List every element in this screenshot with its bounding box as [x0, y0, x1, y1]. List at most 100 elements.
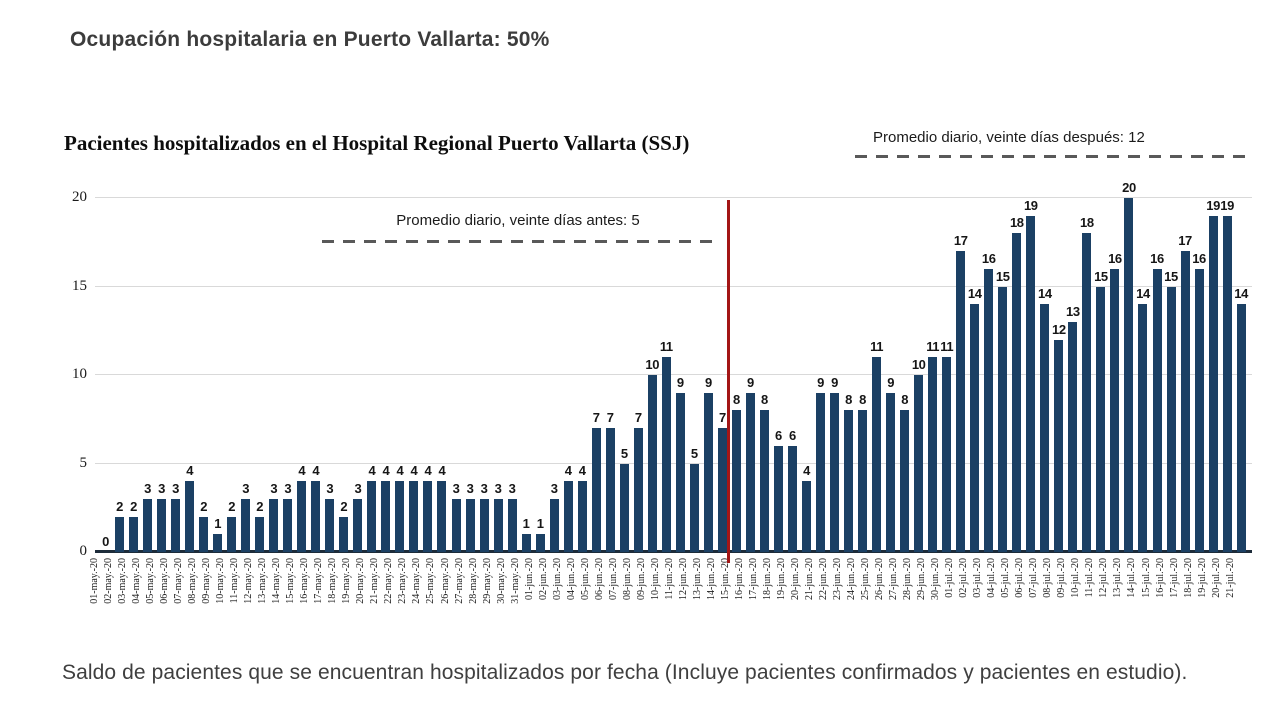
y-axis-tick-label: 10: [72, 366, 87, 382]
bar-value-label: 3: [508, 480, 516, 496]
bar-value-label: 2: [200, 498, 208, 514]
bar-value-label: 4: [424, 463, 432, 479]
bar: [409, 481, 419, 552]
bar-value-label: 5: [690, 445, 698, 461]
x-axis-label: 04-may.-20: [131, 558, 143, 604]
bar: [759, 410, 769, 552]
bar-value-label: 16: [1108, 250, 1122, 266]
bar-value-label: 6: [775, 427, 782, 443]
chart-title: Pacientes hospitalizados en el Hospital …: [64, 131, 690, 155]
bar-value-label: 15: [1094, 268, 1108, 284]
bar-value-label: 3: [284, 480, 292, 496]
x-axis-label: 10-jun.-20: [649, 558, 661, 600]
x-axis-label: 21-jul.-20: [1224, 558, 1236, 598]
bar: [647, 375, 657, 552]
bar: [353, 498, 363, 552]
bar-value-label: 0: [102, 534, 109, 549]
annotation-before-label: Promedio diario, veinte días antes: 5: [396, 212, 640, 229]
bar: [886, 392, 896, 552]
x-axis-label: 18-jul.-20: [1182, 558, 1194, 598]
annotation-before-dashed-line: [322, 240, 714, 243]
bar: [745, 392, 755, 552]
bar-value-label: 19: [1206, 197, 1220, 213]
bar-value-label: 19: [1220, 197, 1234, 213]
gridline: [95, 285, 1252, 287]
bar-value-label: 3: [270, 480, 278, 496]
x-axis-label: 26-may.-20: [439, 558, 451, 604]
bar: [283, 498, 293, 552]
x-axis-label: 15-jul.-20: [1140, 558, 1152, 598]
x-axis-label: 17-jul.-20: [1168, 558, 1180, 598]
x-axis-label: 06-may.-20: [159, 558, 171, 604]
bar-value-label: 3: [326, 480, 334, 496]
x-axis-label: 06-jun.-20: [593, 558, 605, 600]
x-axis-label: 09-jul.-20: [1056, 558, 1068, 598]
x-axis-label: 09-jun.-20: [635, 558, 647, 600]
x-axis-label: 26-jun.-20: [874, 558, 886, 600]
x-axis-label: 24-may.-20: [411, 558, 423, 604]
x-axis-label: 19-jul.-20: [1196, 558, 1208, 598]
bar-value-label: 17: [953, 233, 968, 249]
bar-value-label: 4: [564, 463, 572, 479]
x-axis-label: 01-may.-20: [89, 558, 100, 604]
bar-value-label: 8: [732, 392, 740, 408]
x-axis-label: 08-jun.-20: [621, 558, 633, 600]
x-axis-label: 18-may.-20: [327, 558, 339, 604]
bar: [1194, 268, 1204, 552]
bar: [171, 498, 181, 552]
x-axis-label: 20-jun.-20: [790, 558, 801, 600]
x-axis-label: 04-jun.-20: [565, 558, 577, 600]
bar-value-label: 14: [1037, 286, 1052, 302]
x-axis-label: 08-jul.-20: [1042, 558, 1054, 598]
bar-value-label: 9: [887, 374, 895, 390]
bar-value-label: 11: [940, 339, 954, 355]
x-axis-label: 09-may.-20: [201, 558, 213, 604]
x-axis-label: 04-jul.-20: [986, 558, 998, 598]
bar: [717, 428, 727, 552]
bar-value-label: 3: [494, 480, 502, 496]
bar: [157, 498, 167, 552]
x-axis-label: 05-jun.-20: [579, 558, 591, 600]
bar: [437, 481, 447, 552]
bar: [942, 357, 952, 552]
bar-value-label: 8: [761, 392, 768, 408]
bar-value-label: 9: [676, 374, 684, 390]
reference-vline: [727, 200, 730, 563]
bar: [787, 445, 797, 552]
bar-value-label: 2: [116, 498, 123, 514]
x-axis-label: 12-jun.-20: [677, 558, 689, 600]
bar-value-label: 13: [1066, 303, 1080, 319]
bar: [311, 481, 321, 552]
x-axis-label: 23-may.-20: [397, 558, 409, 604]
bar-value-label: 7: [592, 410, 600, 426]
bar: [816, 392, 826, 552]
bar: [199, 516, 209, 552]
bar-value-label: 4: [186, 463, 194, 479]
x-axis-label: 13-jul.-20: [1112, 558, 1124, 598]
x-axis-label: 15-jun.-20: [719, 558, 731, 600]
x-axis-label: 11-jul.-20: [1084, 558, 1096, 598]
x-axis-label: 13-may.-20: [257, 558, 269, 604]
bar-value-label: 8: [845, 392, 852, 408]
bar: [605, 428, 615, 552]
gridline: [95, 462, 1252, 464]
bar: [269, 498, 279, 552]
bar: [591, 428, 601, 552]
x-axis-label: 07-jun.-20: [607, 558, 619, 600]
bar: [507, 498, 517, 552]
bar-value-label: 4: [382, 463, 390, 479]
x-axis-label: 17-jun.-20: [747, 558, 759, 600]
bar-value-label: 5: [620, 445, 628, 461]
x-axis-label: 19-may.-20: [341, 558, 353, 604]
gridline: [95, 374, 1252, 375]
x-axis-label: 25-jun.-20: [860, 558, 872, 600]
bar-value-label: 10: [911, 357, 926, 372]
x-axis-line: [95, 550, 1252, 553]
bar: [689, 463, 699, 552]
bar-value-label: 18: [1009, 215, 1024, 231]
bar: [1138, 304, 1148, 552]
x-axis-label: 21-jun.-20: [804, 558, 816, 600]
bar-value-label: 18: [1080, 215, 1094, 231]
bar: [858, 410, 868, 552]
gridline: [95, 197, 1252, 198]
